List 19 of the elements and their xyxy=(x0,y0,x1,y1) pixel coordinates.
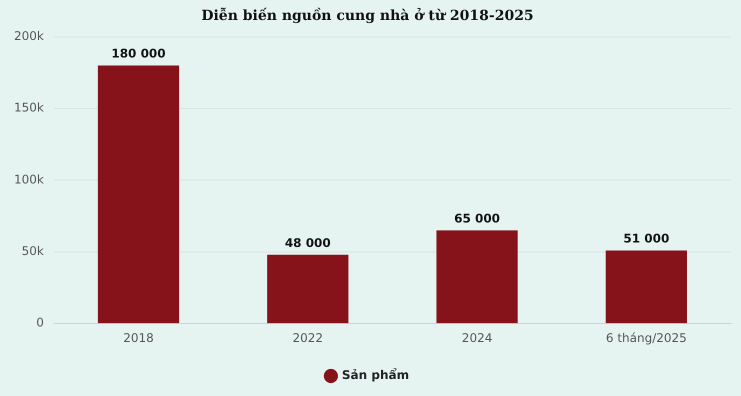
y-tick-label: 200k xyxy=(14,28,44,43)
x-tick-label: 2022 xyxy=(292,330,324,345)
bar xyxy=(267,254,348,324)
bar xyxy=(98,65,180,324)
y-tick-label: 50k xyxy=(22,244,44,258)
chart-title: Diễn biến nguồn cung nhà ở từ 2018-2025 xyxy=(201,7,534,24)
x-tick-label: 2024 xyxy=(462,330,492,345)
y-tick-label: 0 xyxy=(36,316,44,330)
x-tick-label: 6 tháng/2025 xyxy=(606,330,687,345)
bar xyxy=(436,230,518,324)
y-tick-label: 100k xyxy=(14,172,44,186)
data-label: 65 000 xyxy=(454,212,500,226)
data-label: 48 000 xyxy=(284,236,331,250)
data-label: 51 000 xyxy=(623,232,670,246)
legend-label: Sản phẩm xyxy=(342,368,410,382)
bar xyxy=(606,250,687,324)
x-tick-label: 2018 xyxy=(123,330,154,345)
data-label: 180 000 xyxy=(111,46,166,61)
y-tick-label: 150k xyxy=(14,100,44,115)
